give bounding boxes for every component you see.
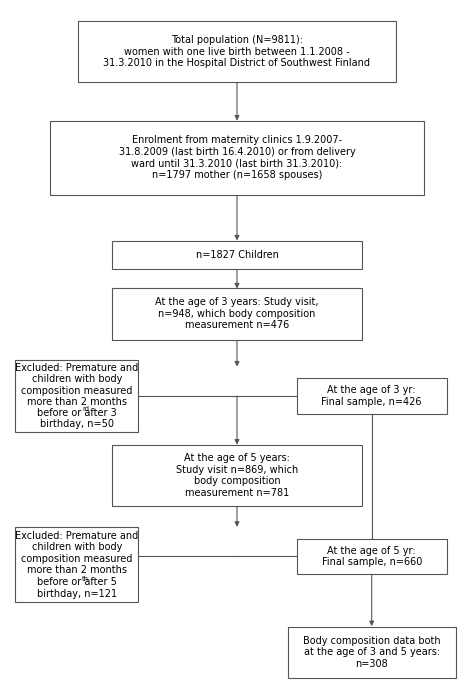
Text: Body composition data both
at the age of 3 and 5 years:
n=308: Body composition data both at the age of… xyxy=(303,635,440,669)
Text: At the age of 3 yr:
Final sample, n=426: At the age of 3 yr: Final sample, n=426 xyxy=(321,385,422,407)
FancyBboxPatch shape xyxy=(288,626,456,678)
Text: Total population (N=9811):
women with one live birth between 1.1.2008 -
31.3.201: Total population (N=9811): women with on… xyxy=(103,35,371,68)
Text: more than 2 months: more than 2 months xyxy=(27,396,127,407)
Text: rd: rd xyxy=(82,406,89,412)
Text: birthday, n=121: birthday, n=121 xyxy=(37,589,117,598)
Text: th: th xyxy=(82,575,89,582)
Text: At the age of 5 yr:
Final sample, n=660: At the age of 5 yr: Final sample, n=660 xyxy=(321,546,422,567)
Text: before or after 3: before or after 3 xyxy=(37,408,117,418)
Text: n=1827 Children: n=1827 Children xyxy=(196,250,278,260)
Text: Excluded: Premature and: Excluded: Premature and xyxy=(15,363,138,373)
FancyBboxPatch shape xyxy=(297,538,447,574)
Text: Excluded: Premature and: Excluded: Premature and xyxy=(15,531,138,540)
Text: composition measured: composition measured xyxy=(21,386,133,396)
FancyBboxPatch shape xyxy=(112,240,362,269)
FancyBboxPatch shape xyxy=(15,360,138,432)
FancyBboxPatch shape xyxy=(78,21,396,82)
Text: Enrolment from maternity clinics 1.9.2007-
31.8.2009 (last birth 16.4.2010) or f: Enrolment from maternity clinics 1.9.200… xyxy=(118,136,356,180)
Text: birthday, n=50: birthday, n=50 xyxy=(40,419,114,428)
Text: At the age of 3 years: Study visit,
n=948, which body composition
measurement n=: At the age of 3 years: Study visit, n=94… xyxy=(155,297,319,331)
FancyBboxPatch shape xyxy=(15,527,138,603)
Text: children with body: children with body xyxy=(32,375,122,384)
FancyBboxPatch shape xyxy=(112,288,362,340)
Text: before or after 5: before or after 5 xyxy=(37,577,117,587)
FancyBboxPatch shape xyxy=(297,378,447,414)
FancyBboxPatch shape xyxy=(50,121,424,195)
Text: children with body: children with body xyxy=(32,542,122,552)
Text: more than 2 months: more than 2 months xyxy=(27,565,127,575)
FancyBboxPatch shape xyxy=(112,445,362,506)
Text: At the age of 5 years:
Study visit n=869, which
body composition
measurement n=7: At the age of 5 years: Study visit n=869… xyxy=(176,453,298,498)
Text: composition measured: composition measured xyxy=(21,554,133,564)
